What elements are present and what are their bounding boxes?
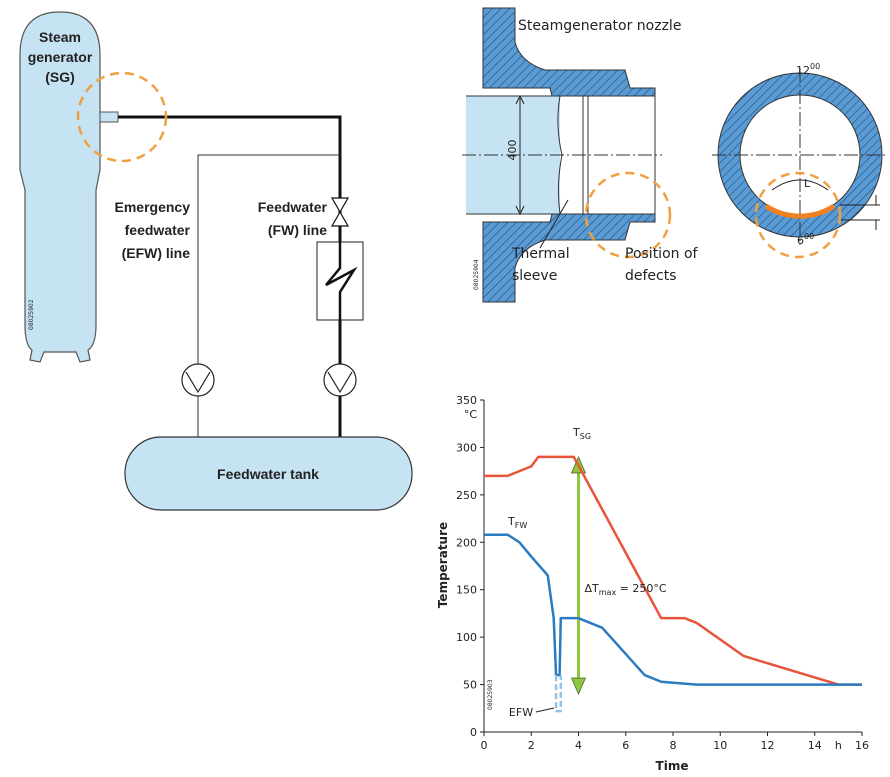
fw-label: (FW) line: [268, 222, 327, 238]
y-tick-label: 300: [456, 441, 477, 454]
diameter-label: 400: [506, 140, 519, 161]
y-tick-label: 0: [470, 726, 477, 739]
y-tick-label: 350: [456, 394, 477, 407]
sleeve-label: Thermal: [511, 246, 570, 262]
sg-label: generator: [28, 49, 93, 65]
fw-label: Feedwater: [258, 199, 328, 215]
x-unit: h: [835, 739, 842, 752]
clock-minutes: 00: [810, 62, 820, 71]
clock-label: 600: [797, 232, 814, 247]
x-tick-label: 4: [575, 739, 582, 752]
sg-label: Steam: [39, 29, 81, 45]
leader-line: [539, 199, 569, 249]
defects-label: defects: [625, 268, 677, 284]
tank-label: Feedwater tank: [217, 466, 319, 482]
x-tick-label: 10: [713, 739, 727, 752]
defects-label: Position of: [625, 246, 699, 262]
fw-pipe: [118, 115, 342, 437]
x-tick-label: 6: [622, 739, 629, 752]
x-tick-label: 0: [481, 739, 488, 752]
y-axis-label: Temperature: [436, 522, 450, 608]
x-tick-label: 14: [808, 739, 822, 752]
series-label-main: T: [572, 426, 580, 439]
y-tick-label: 200: [456, 536, 477, 549]
label-leader: [535, 707, 555, 713]
x-tick-label: 12: [761, 739, 775, 752]
delta-label: ΔTmax = 250°C: [585, 582, 667, 597]
dimension-arrow: [515, 94, 525, 216]
clock-label: 1200: [796, 62, 820, 77]
defect-marker: [754, 171, 842, 259]
y-tick-label: 50: [463, 679, 477, 692]
steam-generator-vessel: [19, 11, 101, 363]
feedwater-tank: [124, 436, 413, 511]
sg-label: (SG): [45, 69, 75, 85]
heat-exchanger: [316, 241, 364, 321]
x-tick-label: 16: [855, 739, 869, 752]
series-label-sub: FW: [515, 521, 528, 530]
defect-marker: [584, 171, 672, 259]
defect-zone: [764, 203, 836, 219]
figure-id: 08025904: [473, 259, 480, 290]
process-diagram: Steam generator (SG) Emergency feedwater…: [19, 11, 413, 511]
series-line: [484, 455, 862, 686]
figure-id: 08025903: [487, 679, 494, 710]
thickness-dim: [840, 195, 880, 230]
arrow-head: [570, 455, 587, 696]
series-label: TFW: [507, 515, 527, 530]
chart: Temperature Time 08025903 05010015020025…: [436, 394, 869, 773]
y-unit: °C: [464, 408, 478, 421]
sg-nozzle: [99, 111, 119, 123]
efw-pipe: [197, 154, 340, 437]
efw-label: (EFW) line: [122, 245, 191, 261]
series-label-main: T: [507, 515, 515, 528]
figure-id: 08025902: [28, 299, 35, 330]
series-label: EFW: [509, 706, 533, 719]
delta-rest: = 250°C: [616, 582, 667, 595]
series-label: TSG: [572, 426, 591, 441]
length-arrow: [771, 179, 829, 191]
sleeve-label: sleeve: [512, 268, 557, 284]
length-label: L: [804, 177, 811, 190]
nozzle-title: Steamgenerator nozzle: [518, 18, 681, 34]
clock-hour: 6: [797, 234, 804, 247]
sg-defect-marker: [76, 71, 168, 163]
y-tick-label: 250: [456, 489, 477, 502]
clock-hour: 12: [796, 64, 810, 77]
x-tick-label: 8: [670, 739, 677, 752]
valve: [330, 197, 350, 227]
efw-label: Emergency: [115, 199, 191, 215]
nozzle-diagram: Steamgenerator nozzle 400 Thermal sleeve…: [462, 7, 699, 303]
x-tick-label: 2: [528, 739, 535, 752]
series-label-sub: SG: [580, 432, 591, 441]
efw-label: feedwater: [125, 222, 191, 238]
pump: [181, 363, 357, 397]
series-line: [484, 533, 862, 686]
series-line: [554, 675, 563, 713]
y-tick-label: 100: [456, 631, 477, 644]
clock-minutes: 00: [804, 232, 814, 241]
delta-sub: max: [599, 588, 617, 597]
delta-main: ΔT: [585, 582, 600, 595]
y-tick-label: 150: [456, 584, 477, 597]
x-axis-label: Time: [656, 759, 689, 773]
ring-diagram: 1200 L 600: [712, 62, 888, 259]
